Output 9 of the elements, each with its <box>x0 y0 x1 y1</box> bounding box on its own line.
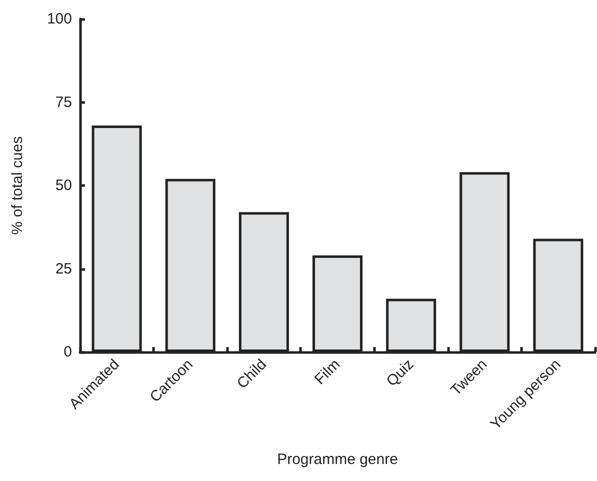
y-tick-label: 75 <box>55 94 72 111</box>
y-axis-title: % of total cues <box>9 136 26 235</box>
x-tick-label: Film <box>311 356 344 388</box>
y-tick-label: 50 <box>55 177 72 194</box>
y-tick-label: 100 <box>46 10 72 28</box>
x-tick-label: Quiz <box>383 356 418 390</box>
y-tick-label: 25 <box>55 260 72 278</box>
x-axis-title: Programme genre <box>277 451 398 468</box>
y-tick-label: 0 <box>64 344 72 360</box>
